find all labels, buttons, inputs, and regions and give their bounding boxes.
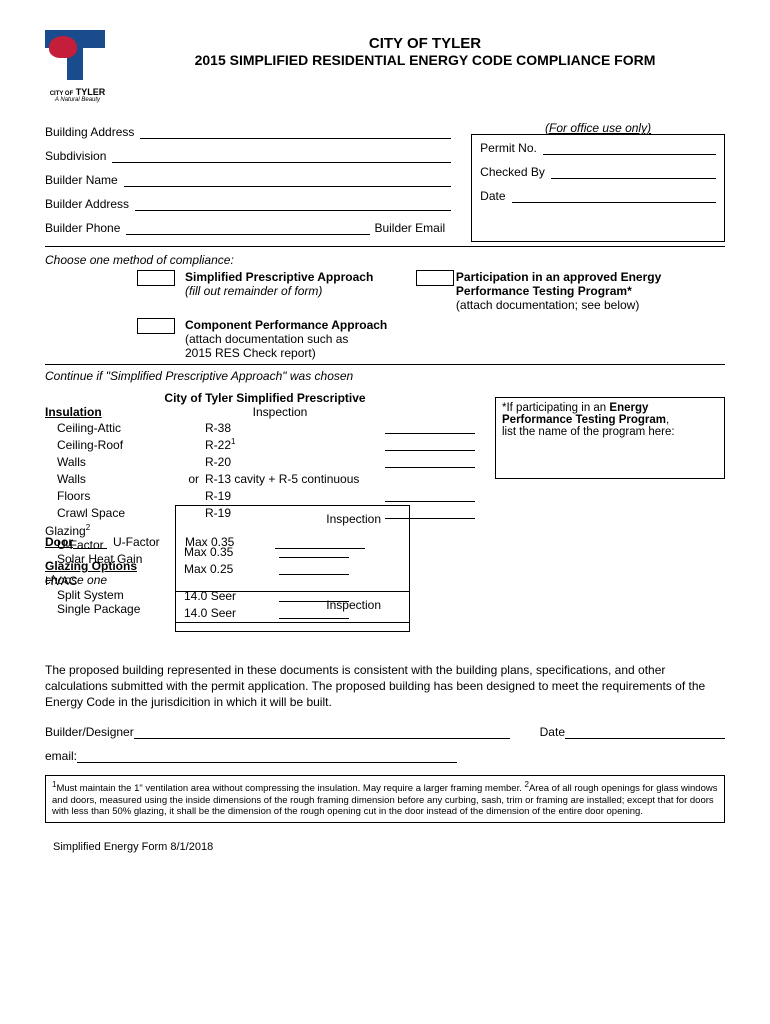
form-header: CITY OF TYLER A Natural Beauty CITY OF T…	[45, 30, 725, 103]
label-permit-no: Permit No.	[480, 141, 543, 155]
title-form: 2015 SIMPLIFIED RESIDENTIAL ENERGY CODE …	[125, 52, 725, 68]
method-section: Choose one method of compliance: Simplif…	[45, 253, 725, 360]
input-builder-name[interactable]	[124, 173, 451, 187]
input-date[interactable]	[512, 189, 716, 203]
shg-line[interactable]	[279, 563, 349, 575]
prescriptive-section: City of Tyler Simplified Prescriptive In…	[45, 391, 725, 632]
label-builder-address: Builder Address	[45, 197, 135, 211]
label-subdivision: Subdivision	[45, 149, 112, 163]
inspection-label: Inspection	[175, 405, 385, 419]
single-line[interactable]	[279, 607, 349, 619]
insulation-row: Ceiling-RoofR-221	[45, 436, 475, 453]
statement-text: The proposed building represented in the…	[45, 662, 725, 711]
inspection-line[interactable]	[385, 490, 475, 502]
shg-label: Solar Heat Gain	[45, 552, 165, 566]
method-component-note1: (attach documentation such as	[185, 332, 416, 346]
u-factor-2: U-Factor	[45, 538, 165, 552]
sig-date-line[interactable]	[565, 725, 725, 739]
prescriptive-title: City of Tyler Simplified Prescriptive	[145, 391, 385, 405]
inspection-line[interactable]	[385, 422, 475, 434]
insulation-row: WallsorR-13 cavity + R-5 continuous	[45, 470, 475, 487]
input-builder-phone[interactable]	[126, 221, 370, 235]
checkbox-component[interactable]	[137, 318, 175, 334]
split-label: Split System	[45, 588, 165, 602]
sig-email-line[interactable]	[77, 749, 457, 763]
method-simplified-note: (fill out remainder of form)	[185, 284, 416, 298]
top-fields: Building Address Subdivision Builder Nam…	[45, 121, 725, 242]
footnote-box: 1Must maintain the 1" ventilation area w…	[45, 775, 725, 824]
split-line[interactable]	[279, 590, 349, 602]
method-component-note2: 2015 RES Check report)	[185, 346, 416, 360]
inspection-line[interactable]	[385, 456, 475, 468]
checkbox-participation[interactable]	[416, 270, 454, 286]
inspection-line[interactable]	[385, 439, 475, 451]
label-date: Date	[480, 189, 511, 203]
energy-program-box: *If participating in an Energy Performan…	[495, 397, 725, 479]
sig-date-label: Date	[540, 725, 565, 739]
input-checked-by[interactable]	[551, 165, 716, 179]
label-builder-phone: Builder Phone	[45, 221, 126, 235]
office-use-only: (For office use only)	[471, 121, 725, 135]
label-builder-name: Builder Name	[45, 173, 124, 187]
logo: CITY OF TYLER A Natural Beauty	[45, 30, 110, 103]
method-component: Component Performance Approach	[185, 318, 416, 332]
input-subdivision[interactable]	[112, 149, 451, 163]
sig-builder-label: Builder/Designer	[45, 725, 134, 739]
input-builder-address[interactable]	[135, 197, 451, 211]
single-label: Single Package	[45, 602, 165, 616]
method-participation1: Participation in an approved Energy	[456, 270, 725, 284]
method-participation-note: (attach documentation; see below)	[456, 298, 725, 312]
checkbox-simplified[interactable]	[137, 270, 175, 286]
continue-note: Continue if "Simplified Prescriptive App…	[45, 369, 725, 383]
label-checked-by: Checked By	[480, 165, 551, 179]
method-simplified: Simplified Prescriptive Approach	[185, 270, 416, 284]
sig-email-label: email:	[45, 749, 77, 763]
insulation-row: FloorsR-19	[45, 487, 475, 504]
sig-builder-line[interactable]	[134, 725, 510, 739]
method-heading: Choose one method of compliance:	[45, 253, 725, 267]
ufactor-line[interactable]	[279, 546, 349, 558]
insulation-heading: Insulation	[45, 405, 175, 419]
input-building-address[interactable]	[140, 125, 451, 139]
title-city: CITY OF TYLER	[125, 35, 725, 52]
input-permit-no[interactable]	[543, 141, 716, 155]
insulation-row: Ceiling-AtticR-38	[45, 419, 475, 436]
label-building-address: Building Address	[45, 125, 140, 139]
label-builder-email: Builder Email	[370, 221, 451, 235]
glazing-label: Glazing2	[45, 523, 175, 538]
footer-text: Simplified Energy Form 8/1/2018	[45, 841, 725, 853]
hvac-label: HVAC	[45, 574, 175, 588]
method-participation2: Performance Testing Program*	[456, 284, 725, 298]
insulation-row: WallsR-20	[45, 453, 475, 470]
